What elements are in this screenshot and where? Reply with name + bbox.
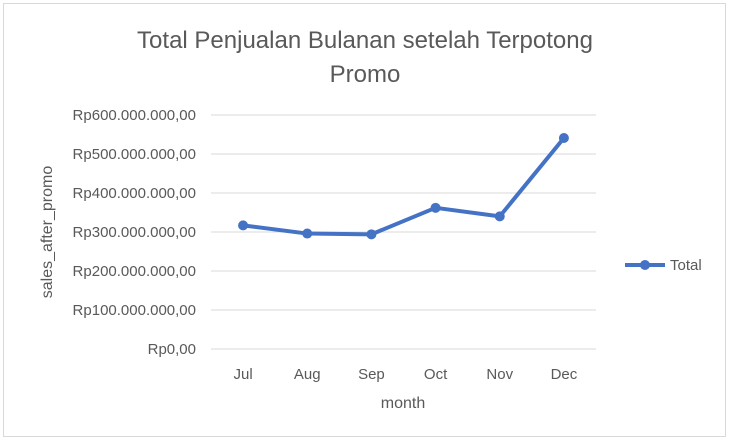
legend-swatch-marker	[640, 260, 650, 270]
y-axis-tick-labels: Rp0,00 Rp100.000.000,00 Rp200.000.000,00 Rp…	[73, 107, 196, 358]
x-tick-label: Nov	[486, 366, 513, 383]
legend: Total	[625, 257, 702, 274]
y-axis-title: sales_after_promo	[39, 166, 56, 299]
x-tick-label: Dec	[551, 366, 578, 383]
x-axis-title: month	[381, 395, 425, 412]
x-axis-tick-labels: Jul Aug Sep Oct Nov Dec	[233, 366, 577, 383]
data-point	[494, 211, 505, 222]
data-point	[558, 133, 569, 144]
chart-title-line-2: Promo	[330, 61, 401, 88]
data-point	[366, 229, 377, 240]
data-point	[302, 228, 313, 239]
y-tick-label: Rp300.000.000,00	[73, 224, 196, 241]
y-tick-label: Rp400.000.000,00	[73, 185, 196, 202]
y-tick-label: Rp100.000.000,00	[73, 302, 196, 319]
chart-container	[3, 3, 726, 437]
legend-label-total: Total	[670, 257, 702, 274]
y-tick-label: Rp600.000.000,00	[73, 107, 196, 124]
y-tick-label: Rp500.000.000,00	[73, 146, 196, 163]
x-tick-label: Aug	[294, 366, 321, 383]
x-tick-label: Oct	[424, 366, 448, 383]
series-group	[238, 133, 569, 240]
data-point	[430, 202, 441, 213]
data-point	[238, 220, 249, 231]
x-tick-label: Jul	[233, 366, 252, 383]
series-line-total	[241, 136, 566, 237]
y-tick-label: Rp0,00	[148, 341, 196, 358]
chart-title: Total Penjualan Bulanan setelah Terpoton…	[137, 27, 593, 88]
gridlines	[211, 114, 596, 350]
chart-title-line-1: Total Penjualan Bulanan setelah Terpoton…	[137, 27, 593, 54]
x-tick-label: Sep	[358, 366, 385, 383]
y-tick-label: Rp200.000.000,00	[73, 263, 196, 280]
